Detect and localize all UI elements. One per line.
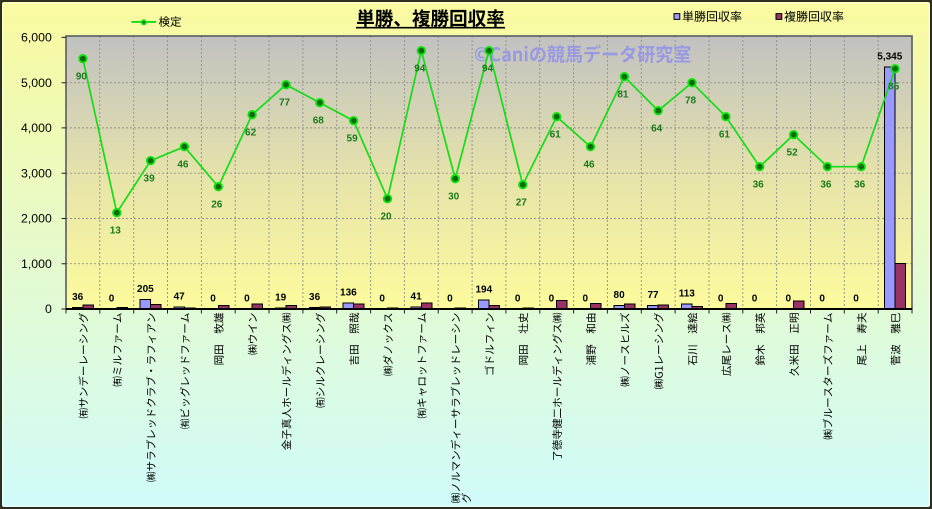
- svg-text:5,345: 5,345: [877, 52, 902, 63]
- svg-text:1,000: 1,000: [21, 257, 52, 271]
- svg-text:46: 46: [177, 160, 189, 171]
- svg-text:47: 47: [174, 291, 186, 302]
- svg-text:77: 77: [279, 98, 291, 109]
- svg-text:0: 0: [447, 294, 453, 305]
- svg-text:6,000: 6,000: [21, 31, 52, 45]
- svg-text:39: 39: [144, 174, 156, 185]
- svg-text:0: 0: [853, 294, 859, 305]
- svg-text:113: 113: [679, 288, 696, 299]
- svg-text:61: 61: [550, 130, 562, 141]
- svg-text:0: 0: [819, 294, 825, 305]
- svg-text:68: 68: [313, 116, 325, 127]
- svg-text:36: 36: [820, 180, 832, 191]
- svg-text:194: 194: [475, 285, 492, 296]
- svg-text:94: 94: [482, 64, 494, 75]
- svg-text:36: 36: [854, 180, 866, 191]
- svg-text:52: 52: [787, 148, 799, 159]
- svg-text:0: 0: [549, 294, 555, 305]
- svg-text:80: 80: [614, 290, 626, 301]
- svg-text:90: 90: [76, 72, 88, 83]
- svg-text:0: 0: [752, 294, 758, 305]
- svg-text:136: 136: [340, 287, 357, 298]
- svg-text:36: 36: [753, 180, 765, 191]
- svg-text:0: 0: [515, 294, 521, 305]
- svg-text:81: 81: [617, 90, 629, 101]
- svg-text:13: 13: [110, 226, 122, 237]
- svg-text:0: 0: [244, 294, 250, 305]
- svg-text:85: 85: [888, 82, 900, 93]
- svg-text:78: 78: [685, 96, 697, 107]
- svg-text:77: 77: [647, 290, 659, 301]
- svg-text:36: 36: [309, 292, 321, 303]
- svg-text:0: 0: [45, 302, 52, 316]
- svg-text:36: 36: [72, 292, 84, 303]
- svg-text:0: 0: [786, 294, 792, 305]
- svg-text:0: 0: [109, 294, 115, 305]
- svg-text:30: 30: [448, 192, 460, 203]
- svg-text:46: 46: [583, 160, 595, 171]
- svg-text:2,000: 2,000: [21, 212, 52, 226]
- svg-text:41: 41: [411, 292, 423, 303]
- svg-text:26: 26: [211, 200, 223, 211]
- svg-text:5,000: 5,000: [21, 76, 52, 90]
- svg-text:20: 20: [380, 212, 392, 223]
- svg-text:19: 19: [275, 293, 287, 304]
- svg-text:27: 27: [516, 198, 528, 209]
- svg-text:62: 62: [245, 128, 257, 139]
- svg-text:205: 205: [137, 284, 154, 295]
- svg-text:64: 64: [651, 124, 663, 135]
- svg-text:59: 59: [347, 134, 359, 145]
- svg-text:61: 61: [719, 130, 731, 141]
- svg-text:94: 94: [414, 64, 426, 75]
- svg-text:0: 0: [583, 294, 589, 305]
- svg-text:0: 0: [379, 294, 385, 305]
- svg-text:0: 0: [718, 294, 724, 305]
- svg-text:4,000: 4,000: [21, 121, 52, 135]
- svg-text:0: 0: [210, 294, 216, 305]
- svg-text:3,000: 3,000: [21, 166, 52, 180]
